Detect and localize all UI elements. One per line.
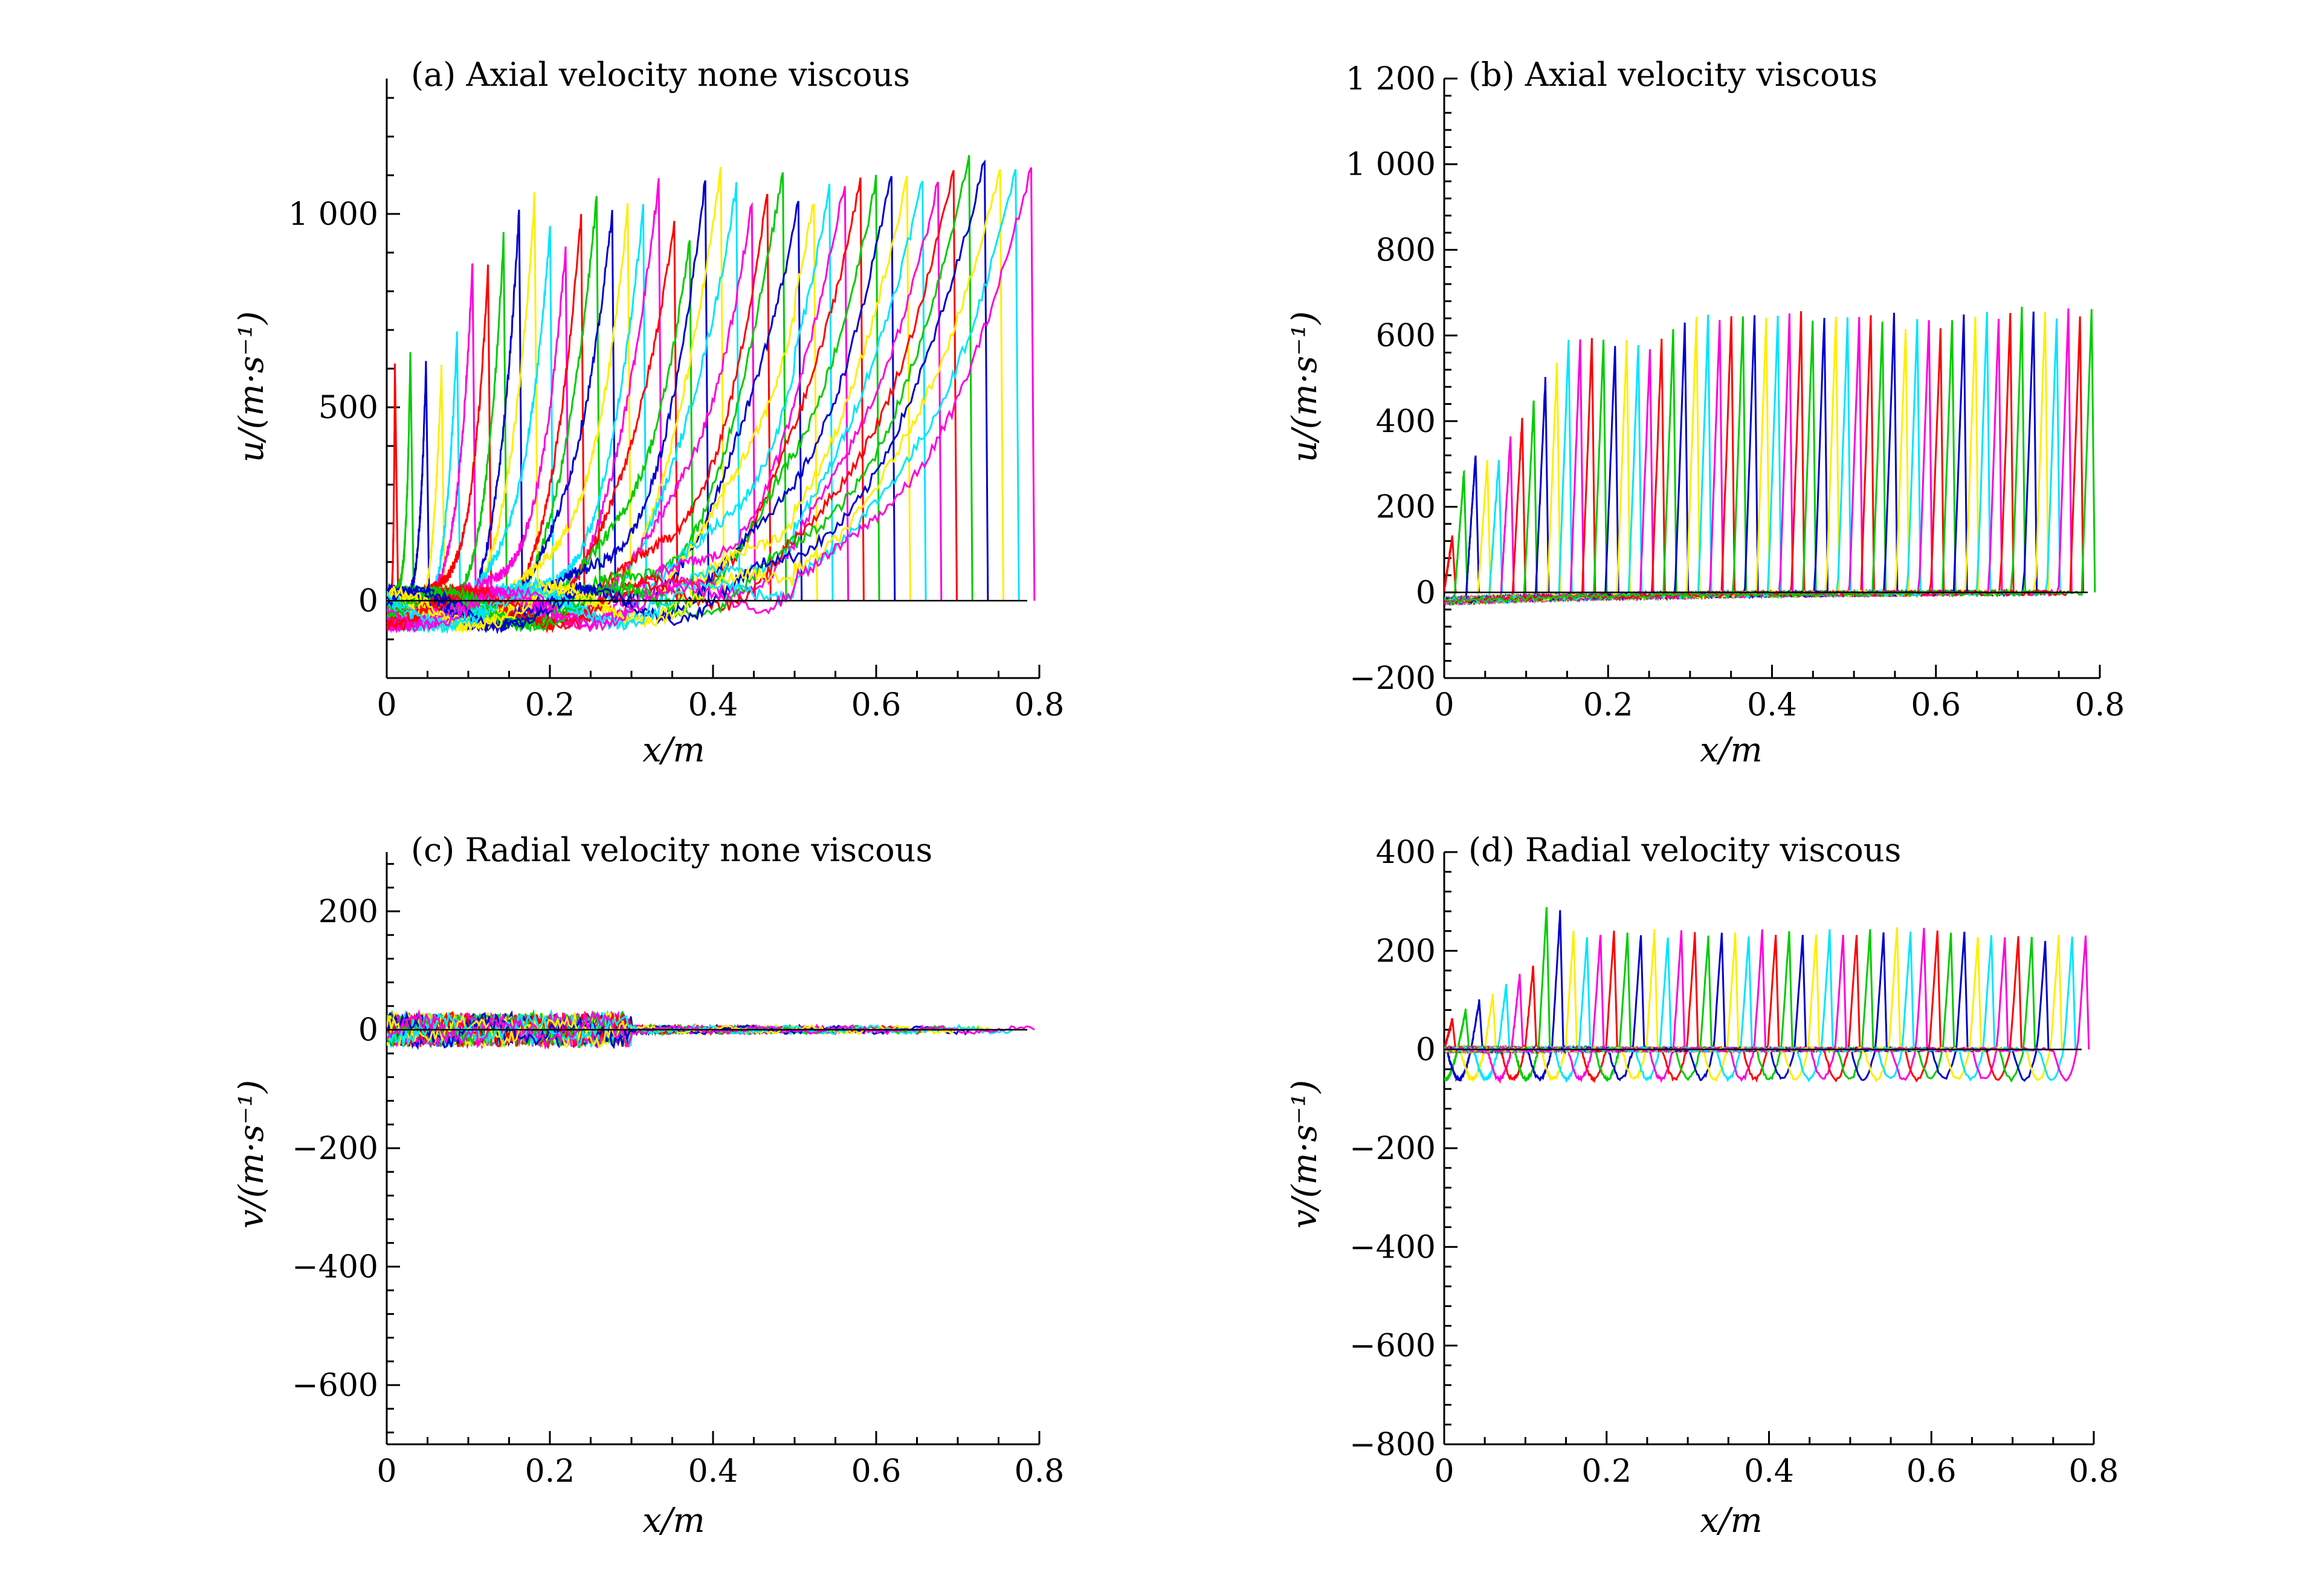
series-line: [1444, 1009, 1470, 1082]
panel-a-xlabel: x/m: [642, 731, 705, 770]
x-tick-label: 0.6: [1911, 687, 1961, 723]
series-line: [387, 1009, 1035, 1050]
panel-b-title: (b) Axial velocity viscous: [1468, 56, 1877, 94]
series-line: [387, 169, 1004, 632]
y-tick-label: −200: [1349, 661, 1436, 697]
x-tick-label: 0.2: [525, 1453, 575, 1490]
series-group: [387, 1009, 1035, 1050]
series-line: [387, 1011, 1013, 1047]
series-line: [1444, 931, 1618, 1084]
y-tick-label: 0: [358, 1012, 378, 1048]
series-line: [387, 181, 943, 633]
panel-a-ylabel: u/(m·s⁻¹): [232, 311, 271, 462]
x-tick-label: 0.8: [1015, 687, 1065, 723]
series-line: [387, 352, 415, 601]
series-line: [387, 169, 1020, 635]
series-line: [1444, 974, 1524, 1084]
series-line: [387, 263, 477, 629]
y-tick-label: 200: [1376, 933, 1436, 969]
x-tick-label: 0.4: [688, 687, 738, 723]
panel-c: (c) Radial velocity none viscous x/m v/(…: [232, 831, 1064, 1540]
y-tick-label: 200: [1376, 489, 1436, 526]
x-tick-label: 0: [376, 1453, 396, 1490]
panel-a-title: (a) Axial velocity none viscous: [411, 56, 910, 94]
panel-c-xlabel: x/m: [642, 1501, 705, 1540]
series-line: [1444, 934, 2063, 1082]
y-tick-label: −200: [292, 1131, 378, 1167]
panel-d: (d) Radial velocity viscous x/m v/(m·s⁻¹…: [1285, 831, 2119, 1540]
x-tick-label: 0.2: [1581, 1453, 1632, 1490]
x-tick-label: 0.4: [1747, 687, 1797, 723]
series-line: [1444, 338, 1666, 606]
y-tick-label: 400: [1376, 404, 1436, 440]
x-tick-label: 0.8: [1015, 1453, 1065, 1490]
y-tick-label: 1 000: [288, 196, 378, 233]
panel-a: (a) Axial velocity none viscous x/m u/(m…: [232, 56, 1064, 770]
panel-d-title: (d) Radial velocity viscous: [1468, 831, 1901, 869]
series-line: [387, 159, 989, 632]
series-group: [387, 155, 1036, 635]
series-line: [1444, 535, 1457, 593]
y-tick-label: 200: [318, 894, 378, 930]
x-tick-label: 0.6: [851, 1453, 902, 1490]
series-line: [1444, 932, 1740, 1082]
y-tick-label: 600: [1376, 318, 1436, 354]
x-tick-label: 0.4: [688, 1453, 738, 1490]
y-tick-label: −600: [1349, 1328, 1436, 1365]
y-tick-label: −400: [1349, 1229, 1436, 1265]
x-tick-label: 0: [1434, 687, 1454, 723]
panel-b-xlabel: x/m: [1700, 731, 1763, 770]
y-tick-label: 800: [1376, 232, 1436, 268]
y-tick-label: −400: [292, 1249, 378, 1285]
y-tick-label: 1 200: [1346, 61, 1436, 97]
y-tick-label: 0: [358, 583, 378, 619]
series-line: [387, 167, 725, 633]
x-tick-label: 0.6: [851, 687, 902, 723]
x-tick-label: 0.6: [1906, 1453, 1957, 1490]
series-line: [387, 363, 399, 613]
x-tick-label: 0: [1434, 1453, 1454, 1490]
series-group: [1444, 306, 2096, 607]
panel-c-title: (c) Radial velocity none viscous: [411, 831, 932, 869]
panel-b: (b) Axial velocity viscous x/m u/(m·s⁻¹)…: [1285, 56, 2125, 770]
y-tick-label: 0: [1416, 1032, 1436, 1068]
y-tick-label: −800: [1349, 1427, 1436, 1463]
series-line: [1444, 999, 1483, 1082]
x-tick-label: 0.2: [1583, 687, 1633, 723]
panel-b-ylabel: u/(m·s⁻¹): [1285, 311, 1325, 462]
panel-d-ylabel: v/(m·s⁻¹): [1285, 1080, 1325, 1229]
series-line: [387, 167, 1036, 633]
y-tick-label: 0: [1416, 575, 1436, 611]
panel-c-ylabel: v/(m·s⁻¹): [232, 1080, 271, 1229]
series-line: [387, 155, 973, 633]
y-tick-label: 500: [318, 390, 378, 426]
x-tick-label: 0.4: [1744, 1453, 1794, 1490]
series-line: [1444, 455, 1480, 604]
series-group: [1444, 906, 2090, 1084]
series-line: [1444, 470, 1468, 606]
y-tick-label: 400: [1376, 835, 1436, 871]
x-tick-label: 0.8: [2075, 687, 2125, 723]
x-tick-label: 0: [376, 687, 396, 723]
series-line: [1444, 312, 1899, 605]
x-tick-label: 0.2: [525, 687, 575, 723]
y-tick-label: −200: [1349, 1131, 1436, 1167]
panel-d-xlabel: x/m: [1700, 1501, 1763, 1540]
y-tick-label: −600: [292, 1368, 378, 1404]
y-tick-label: 1 000: [1346, 147, 1436, 183]
x-tick-label: 0.8: [2069, 1453, 2119, 1490]
